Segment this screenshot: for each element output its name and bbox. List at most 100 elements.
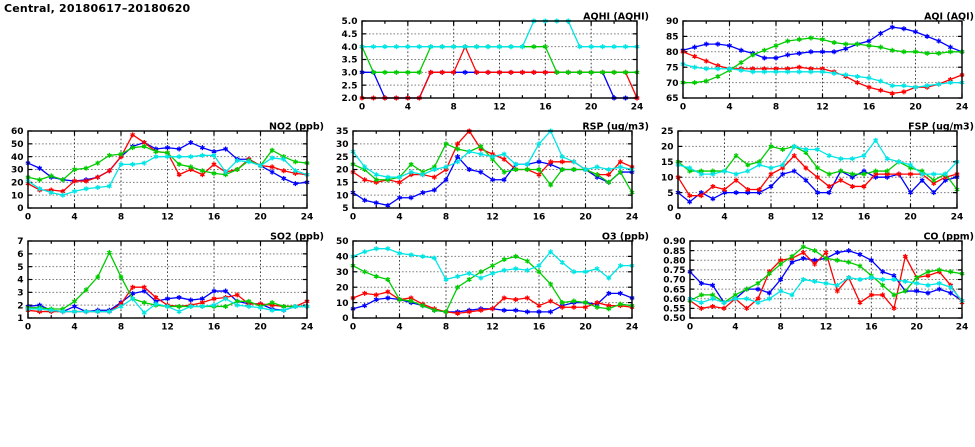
y-tick-label: 0 xyxy=(17,204,23,214)
chart-svg-fsp: FSP (ug/m3) 0 5 10 15 20 25 0 4 8 12 16 20 24 xyxy=(661,122,974,223)
y-axis-labels: 65 70 75 80 85 90 xyxy=(666,17,962,104)
y-tick-label: 20 xyxy=(661,143,674,153)
y-tick-label: 3.0 xyxy=(342,69,358,79)
x-tick-label: 0 xyxy=(359,103,365,113)
y-tick-label: 5 xyxy=(17,263,23,273)
y-tick-label: 70 xyxy=(666,79,679,89)
y-tick-label: 75 xyxy=(666,63,679,73)
y-tick-label: 65 xyxy=(666,94,679,104)
y-tick-label: 25 xyxy=(661,127,674,137)
y-tick-label: 50 xyxy=(336,237,349,247)
chart-panel-fsp: FSP (ug/m3) 0 5 10 15 20 25 0 4 8 12 16 20 24 xyxy=(650,122,975,230)
vertical-gridlines xyxy=(74,241,261,318)
y-tick-label: 15 xyxy=(336,179,349,189)
y-tick-label: 15 xyxy=(661,158,674,168)
data-series-series4 xyxy=(350,246,635,282)
chart-panel-aqi: AQI (AQI) 65 70 75 80 85 90 0 4 8 12 16 20 24 xyxy=(650,12,975,120)
y-axis-labels: 0 10 20 30 40 50 xyxy=(336,237,632,324)
chart-title-o3: O3 (ppb) xyxy=(602,232,649,243)
x-tick-label: 4 xyxy=(732,323,738,333)
y-tick-label: 60 xyxy=(11,127,24,137)
plot-frame xyxy=(27,130,308,209)
y-tick-label: 10 xyxy=(11,191,24,201)
chart-svg-co: CO (ppm)0.500.550.600.650.700.750.800.85… xyxy=(663,232,974,333)
data-series-series4 xyxy=(25,296,310,316)
x-tick-label: 20 xyxy=(904,213,917,223)
plot-frame xyxy=(352,240,633,319)
y-tick-label: 2 xyxy=(17,301,23,311)
y-tick-label: 30 xyxy=(11,166,24,176)
y-axis-labels: 2.0 2.5 3.0 3.5 4.0 4.5 5.0 xyxy=(342,17,637,104)
x-tick-label: 4 xyxy=(71,213,77,223)
plot-frame xyxy=(677,130,958,209)
x-axis-labels: 0 4 8 12 16 20 24 xyxy=(359,21,643,113)
chart-title-co: CO (ppm) xyxy=(923,232,974,243)
chart-panel-aqhi: AQHI (AQHI) 2.0 2.5 3.0 3.5 4.0 4.5 5.0 0 4 8 12 16 2… xyxy=(325,12,650,120)
chart-title-aqhi: AQHI (AQHI) xyxy=(583,12,649,23)
x-tick-label: 24 xyxy=(626,213,639,223)
y-tick-label: 0.70 xyxy=(663,276,685,286)
x-tick-label: 20 xyxy=(909,103,922,113)
vertical-gridlines xyxy=(729,21,916,98)
y-tick-label: 80 xyxy=(666,48,679,58)
x-tick-label: 8 xyxy=(443,213,449,223)
x-tick-label: 8 xyxy=(768,213,774,223)
y-tick-label: 30 xyxy=(336,140,349,150)
x-axis-labels: 0 4 8 12 16 20 24 xyxy=(25,131,313,223)
y-tick-label: 90 xyxy=(666,17,679,27)
y-axis-labels: 0 10 20 30 40 50 60 xyxy=(11,127,307,214)
x-tick-label: 4 xyxy=(396,213,402,223)
y-tick-label: 35 xyxy=(336,127,349,137)
chart-panel-o3: O3 (ppb) 0 10 20 30 40 50 0 4 8 12 16 20 24 xyxy=(325,232,650,340)
x-tick-label: 12 xyxy=(486,323,499,333)
x-tick-label: 12 xyxy=(161,213,174,223)
x-tick-label: 4 xyxy=(721,213,727,223)
y-tick-label: 20 xyxy=(336,166,349,176)
plot-frame xyxy=(361,20,638,99)
x-tick-label: 20 xyxy=(254,213,267,223)
data-series-series1 xyxy=(25,140,310,187)
plot-frame xyxy=(352,130,633,209)
x-tick-label: 8 xyxy=(118,213,124,223)
y-tick-label: 5.0 xyxy=(342,17,358,27)
chart-panel-co: CO (ppm) 0.50 0.55 0.60 0.65 0.70 0.75 0.80 0.85… xyxy=(650,232,975,340)
x-tick-label: 12 xyxy=(820,323,833,333)
x-tick-label: 0 xyxy=(25,323,31,333)
y-tick-label: 4 xyxy=(17,276,23,286)
chart-title-so2: SO2 (ppb) xyxy=(270,232,324,243)
y-axis-labels: 0.500.550.600.650.700.750.800.850.90 xyxy=(663,237,962,324)
x-tick-label: 0 xyxy=(687,323,693,333)
x-tick-label: 12 xyxy=(816,103,829,113)
y-tick-label: 30 xyxy=(336,268,349,278)
y-tick-label: 0.80 xyxy=(663,256,685,266)
chart-svg-aqi: AQI (AQI) 65 70 75 80 85 90 0 4 8 12 16 20 24 xyxy=(666,12,974,113)
chart-panel-no2: NO2 (ppb) 0 10 20 30 40 50 60 0 4 8 12 16 20 24 xyxy=(0,122,325,230)
y-tick-label: 0.60 xyxy=(663,295,685,305)
y-tick-label: 0.65 xyxy=(663,285,685,295)
y-tick-label: 3 xyxy=(17,289,23,299)
y-tick-label: 85 xyxy=(666,33,679,43)
y-tick-label: 25 xyxy=(336,153,349,163)
y-tick-label: 2.0 xyxy=(342,94,358,104)
chart-panel-rsp: RSP (ug/m3) 5 10 15 20 25 30 35 0 4 8 12 16 20 24 xyxy=(325,122,650,230)
x-tick-label: 20 xyxy=(579,213,592,223)
x-axis-labels: 0 4 8 12 16 20 24 xyxy=(350,241,638,333)
x-tick-label: 12 xyxy=(811,213,824,223)
y-tick-label: 3.5 xyxy=(342,56,358,66)
y-tick-label: 10 xyxy=(661,173,674,183)
chart-title-no2: NO2 (ppb) xyxy=(269,122,324,133)
y-tick-label: 20 xyxy=(11,179,24,189)
y-tick-label: 10 xyxy=(336,299,349,309)
x-tick-label: 16 xyxy=(863,103,876,113)
x-tick-label: 16 xyxy=(208,213,221,223)
plot-frame xyxy=(689,240,963,319)
y-tick-label: 0 xyxy=(667,204,673,214)
plot-frame xyxy=(682,20,963,99)
x-tick-label: 12 xyxy=(486,213,499,223)
x-tick-label: 24 xyxy=(956,323,969,333)
y-tick-label: 0.75 xyxy=(663,266,685,276)
chart-svg-aqhi: AQHI (AQHI)2.02.53.03.54.04.55.00 4 8 12 16 2… xyxy=(342,12,649,113)
y-tick-label: 5 xyxy=(667,189,673,199)
